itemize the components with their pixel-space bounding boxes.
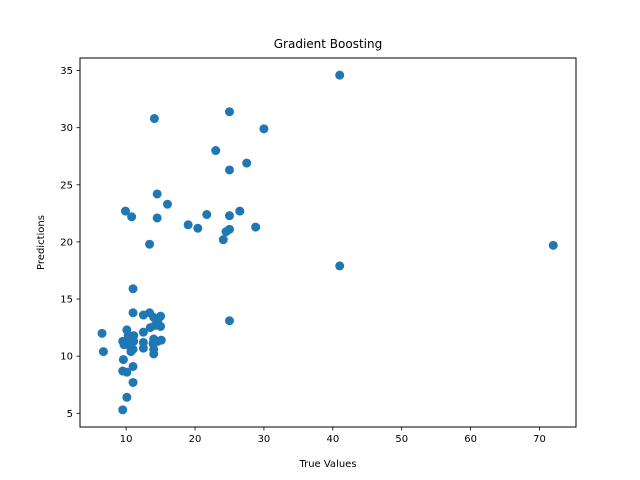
- scatter-point: [224, 316, 234, 326]
- scatter-point: [145, 239, 155, 249]
- y-axis-label: Predictions: [36, 215, 47, 270]
- y-tick-label: 20: [60, 237, 73, 248]
- plot-area-frame: [79, 57, 577, 428]
- y-tick-label: 30: [60, 123, 73, 134]
- x-tick-label: 50: [395, 434, 408, 445]
- scatter-point: [128, 361, 138, 371]
- scatter-point: [242, 158, 252, 168]
- scatter-point: [120, 206, 130, 216]
- x-tick-label: 40: [326, 434, 339, 445]
- scatter-point: [224, 107, 234, 117]
- scatter-point: [97, 328, 107, 338]
- scatter-point: [221, 227, 231, 237]
- scatter-point: [138, 343, 148, 353]
- scatter-point: [149, 349, 159, 359]
- scatter-point: [128, 377, 138, 387]
- scatter-point: [156, 335, 166, 345]
- y-tick-label: 15: [60, 295, 73, 306]
- scatter-point: [202, 210, 212, 220]
- scatter-point: [156, 311, 166, 321]
- scatter-point: [235, 206, 245, 216]
- scatter-point: [118, 355, 128, 365]
- scatter-point: [335, 261, 345, 271]
- y-tick-label: 25: [60, 180, 73, 191]
- x-tick-label: 20: [189, 434, 202, 445]
- scatter-point: [218, 235, 228, 245]
- scatter-point: [138, 327, 148, 337]
- scatter-point: [126, 347, 136, 357]
- scatter-point: [224, 165, 234, 175]
- scatter-point: [251, 222, 261, 232]
- chart-title: Gradient Boosting: [274, 37, 382, 51]
- scatter-point: [128, 284, 138, 294]
- scatter-point: [118, 405, 128, 415]
- axis-ticks: 10 20 30 40 50 60 70 5 10 15 20 25 30 35: [60, 66, 546, 445]
- scatter-point: [162, 199, 172, 209]
- scatter-point: [335, 70, 345, 80]
- x-tick-label: 70: [533, 434, 546, 445]
- x-tick-label: 30: [258, 434, 271, 445]
- scatter-point: [183, 220, 193, 230]
- x-tick-label: 60: [464, 434, 477, 445]
- scatter-point: [145, 323, 155, 333]
- y-tick-label: 10: [60, 352, 73, 363]
- x-axis-label: True Values: [298, 459, 356, 470]
- scatter-point: [224, 211, 234, 221]
- scatter-point: [122, 392, 132, 402]
- x-tick-label: 10: [120, 434, 133, 445]
- y-tick-label: 5: [67, 409, 73, 420]
- scatter-point: [152, 189, 162, 199]
- scatter-point: [149, 114, 159, 124]
- scatter-point: [148, 339, 158, 349]
- scatter-point: [259, 124, 269, 134]
- scatter-point: [98, 347, 108, 357]
- scatter-point: [193, 223, 203, 233]
- scatter-point: [127, 212, 137, 222]
- data-points: [97, 70, 558, 415]
- scatter-point: [211, 146, 221, 156]
- scatter-point: [122, 367, 132, 377]
- scatter-point: [548, 240, 558, 250]
- y-tick-label: 35: [60, 66, 73, 77]
- scatter-point: [152, 213, 162, 223]
- scatter-point: [128, 308, 138, 318]
